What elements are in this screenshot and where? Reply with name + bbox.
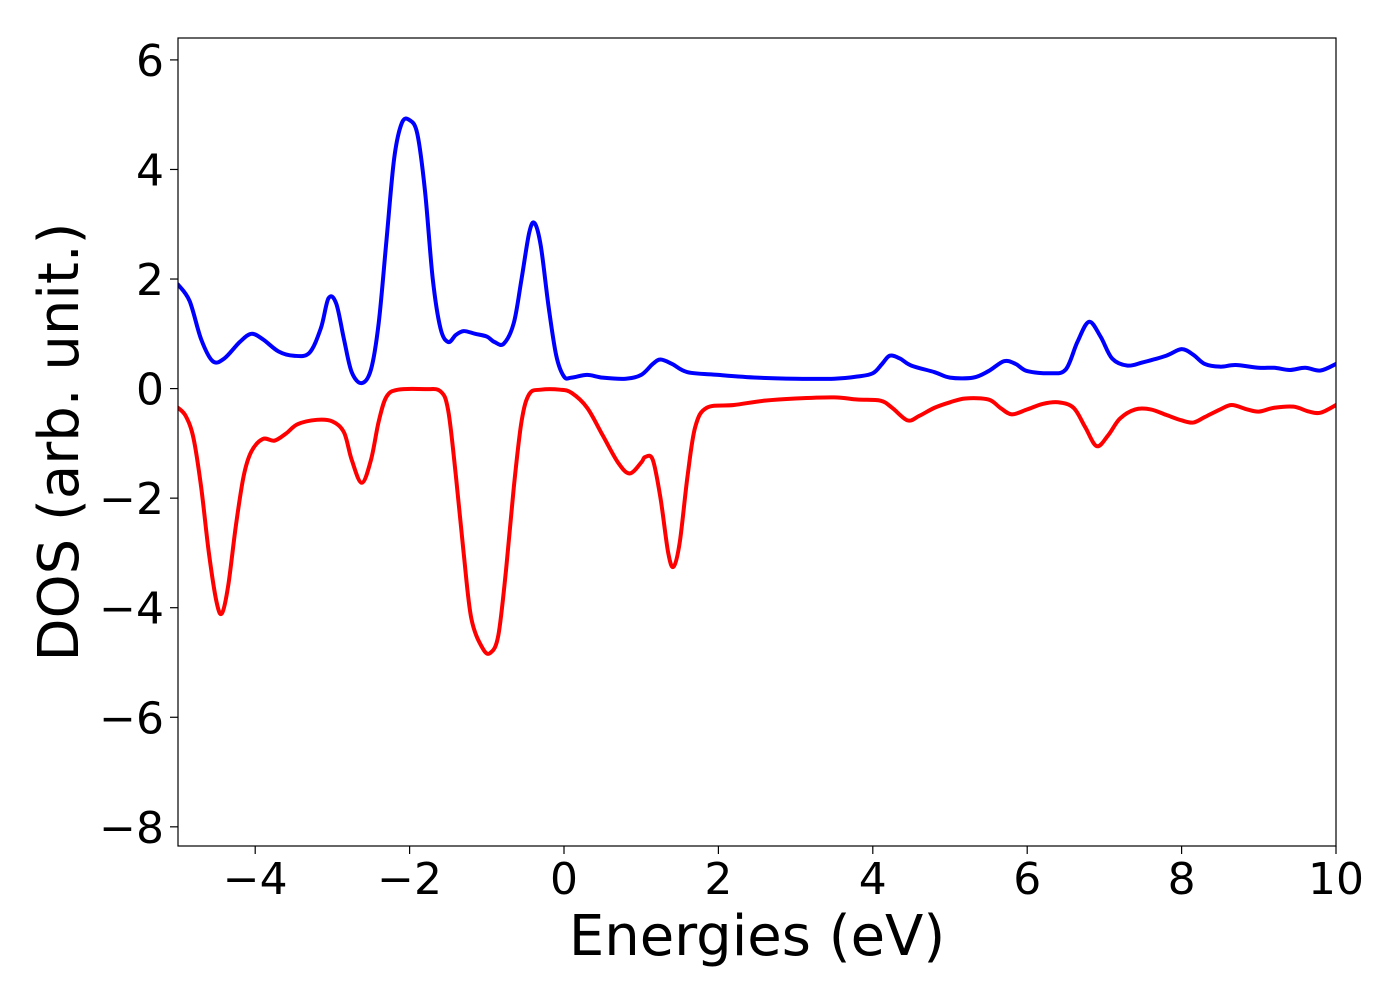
y-tick-label: −8 bbox=[99, 803, 164, 854]
y-tick-label: −4 bbox=[99, 584, 164, 635]
series-line-1 bbox=[178, 116, 1336, 386]
series-line-2 bbox=[178, 386, 1336, 656]
plot-frame bbox=[177, 37, 1337, 847]
y-tick-label: 4 bbox=[136, 145, 164, 196]
y-axis-ticks: 6 4 2 0 −2 −4 −6 −8 bbox=[99, 36, 178, 854]
y-tick-label: 6 bbox=[136, 36, 164, 87]
x-axis-title: Energies (eV) bbox=[569, 904, 945, 969]
y-axis-title: DOS (arb. unit.) bbox=[27, 222, 92, 661]
y-tick-label: 2 bbox=[136, 255, 164, 306]
series-layer bbox=[178, 116, 1336, 656]
x-tick-label: −4 bbox=[223, 854, 288, 905]
x-axis-ticks: −4 −2 0 2 4 6 8 10 bbox=[223, 846, 1364, 905]
x-tick-label: 4 bbox=[859, 854, 887, 905]
x-tick-label: −2 bbox=[377, 854, 442, 905]
x-tick-label: 0 bbox=[550, 854, 578, 905]
x-tick-label: 10 bbox=[1308, 854, 1364, 905]
x-tick-label: 2 bbox=[704, 854, 732, 905]
y-tick-label: −2 bbox=[99, 474, 164, 525]
x-tick-label: 8 bbox=[1168, 854, 1196, 905]
y-tick-label: −6 bbox=[99, 693, 164, 744]
x-tick-label: 6 bbox=[1013, 854, 1041, 905]
y-tick-label: 0 bbox=[136, 365, 164, 416]
